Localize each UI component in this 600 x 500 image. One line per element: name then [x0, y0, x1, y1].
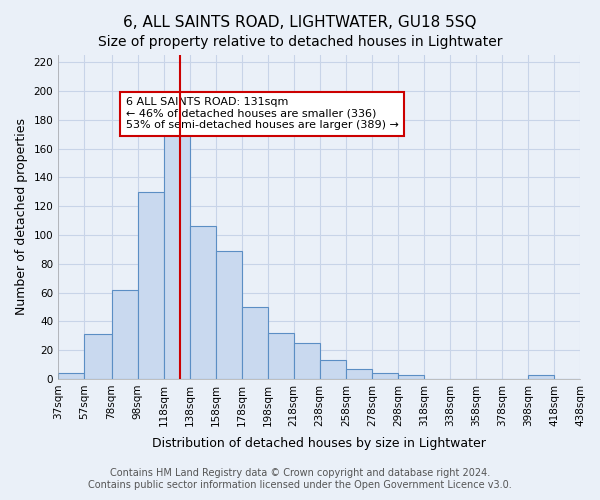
Text: 6, ALL SAINTS ROAD, LIGHTWATER, GU18 5SQ: 6, ALL SAINTS ROAD, LIGHTWATER, GU18 5SQ [123, 15, 477, 30]
Bar [398, 374, 424, 379]
Bar [528, 374, 554, 379]
Bar [84, 334, 112, 379]
Bar [164, 116, 190, 379]
Text: Size of property relative to detached houses in Lightwater: Size of property relative to detached ho… [98, 35, 502, 49]
Bar [294, 343, 320, 379]
Bar [320, 360, 346, 379]
Bar [268, 333, 294, 379]
Bar [242, 307, 268, 379]
Bar [346, 369, 372, 379]
Y-axis label: Number of detached properties: Number of detached properties [15, 118, 28, 316]
Bar [112, 290, 137, 379]
Text: 6 ALL SAINTS ROAD: 131sqm
← 46% of detached houses are smaller (336)
53% of semi: 6 ALL SAINTS ROAD: 131sqm ← 46% of detac… [126, 97, 399, 130]
Bar [215, 251, 242, 379]
Bar [137, 192, 164, 379]
Bar [372, 373, 398, 379]
X-axis label: Distribution of detached houses by size in Lightwater: Distribution of detached houses by size … [152, 437, 486, 450]
Bar [190, 226, 215, 379]
Text: Contains HM Land Registry data © Crown copyright and database right 2024.
Contai: Contains HM Land Registry data © Crown c… [88, 468, 512, 490]
Bar [58, 373, 84, 379]
